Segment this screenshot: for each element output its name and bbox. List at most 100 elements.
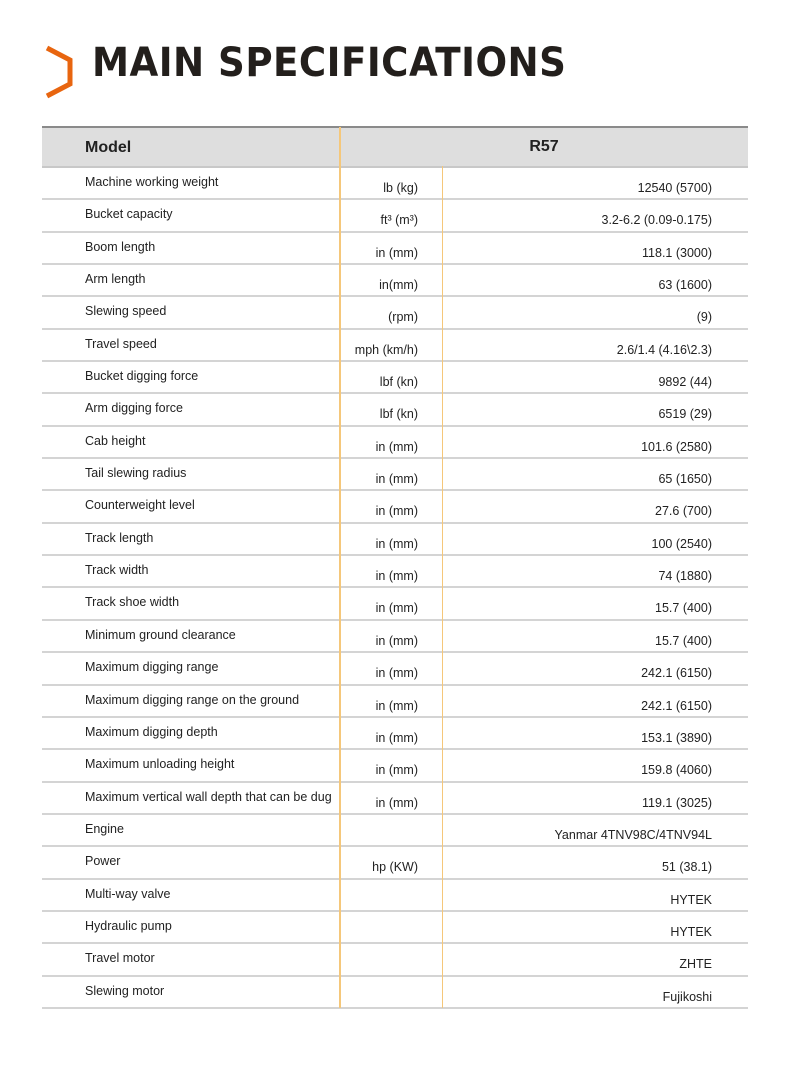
spec-label: Boom length xyxy=(85,239,156,254)
spec-value: 119.1 (3025) xyxy=(642,795,712,810)
spec-table: Model R57 Machine working weight lb (kg) 1… xyxy=(42,126,748,1009)
spec-value: 74 (1880) xyxy=(658,569,712,584)
spec-value: 15.7 (400) xyxy=(655,601,712,616)
table-row: Maximum unloading height in (mm) 159.8 (40… xyxy=(42,750,748,783)
spec-label: Counterweight level xyxy=(85,498,195,513)
spec-value: (9) xyxy=(696,310,712,325)
spec-value: 12540 (5700) xyxy=(637,181,712,195)
header-model-name: R57 xyxy=(529,138,559,155)
spec-label: Machine working weight xyxy=(85,175,219,189)
spec-unit: in (mm) xyxy=(375,472,418,487)
spec-label: Minimum ground clearance xyxy=(85,627,236,642)
spec-label: Maximum digging range xyxy=(85,660,219,675)
table-row: Maximum digging range in (mm) 242.1 (6150) xyxy=(42,653,748,686)
spec-value: 3.2-6.2 (0.09-0.175) xyxy=(601,213,713,228)
spec-value: 27.6 (700) xyxy=(655,504,712,519)
table-row: Tail slewing radius in (mm) 65 (1650) xyxy=(42,459,748,492)
spec-unit: mph (km/h) xyxy=(354,342,418,357)
spec-label: Maximum unloading height xyxy=(85,757,235,772)
table-row: Travel motor ZHTE xyxy=(42,944,748,977)
spec-label: Power xyxy=(85,854,121,869)
table-row: Engine Yanmar 4TNV98C/4TNV94L xyxy=(42,815,748,848)
spec-unit: hp (KW) xyxy=(372,860,418,875)
header-model-label: Model xyxy=(85,139,132,156)
spec-value: 2.6/1.4 (4.16\2.3) xyxy=(616,342,712,357)
table-row: Power hp (KW) 51 (38.1) xyxy=(42,847,748,880)
table-row: Boom length in (mm) 118.1 (3000) xyxy=(42,233,748,266)
spec-unit: in (mm) xyxy=(375,504,418,519)
spec-unit: in (mm) xyxy=(375,536,418,551)
spec-unit: in (mm) xyxy=(375,601,418,616)
spec-unit: (rpm) xyxy=(388,310,418,325)
spec-label: Hydraulic pump xyxy=(85,918,172,933)
table-row: Maximum digging range on the ground in (m… xyxy=(42,686,748,718)
spec-label: Cab height xyxy=(85,433,146,448)
spec-unit: in (mm) xyxy=(375,730,418,745)
table-row: Minimum ground clearance in (mm) 15.7 (400… xyxy=(42,621,748,654)
spec-value: ZHTE xyxy=(679,957,712,972)
spec-label: Maximum vertical wall depth that can be … xyxy=(85,789,332,804)
spec-value: 63 (1600) xyxy=(658,278,712,293)
table-row: Cab height in (mm) 101.6 (2580) xyxy=(42,427,748,460)
table-row: Machine working weight lb (kg) 12540 (5700… xyxy=(42,168,748,201)
spec-unit: lb (kg) xyxy=(383,181,418,195)
table-row: Maximum digging depth in (mm) 153.1 (3890) xyxy=(42,718,748,751)
spec-unit: lbf (kn) xyxy=(379,407,418,422)
spec-unit: ft³ (m³) xyxy=(380,213,418,228)
spec-label: Maximum digging depth xyxy=(85,724,218,739)
spec-unit: in (mm) xyxy=(375,763,418,778)
spec-unit: in (mm) xyxy=(375,633,418,648)
spec-label: Slewing motor xyxy=(85,983,165,998)
spec-value: 118.1 (3000) xyxy=(642,245,712,260)
spec-value: 159.8 (4060) xyxy=(641,763,712,778)
spec-unit: in (mm) xyxy=(375,439,418,454)
table-row: Slewing speed (rpm) (9) xyxy=(42,297,748,330)
table-row: Bucket digging force lbf (kn) 9892 (44) xyxy=(42,362,748,395)
spec-value: HYTEK xyxy=(670,924,712,939)
spec-value: HYTEK xyxy=(670,892,712,907)
column-divider xyxy=(442,166,443,1008)
spec-value: 101.6 (2580) xyxy=(641,439,712,454)
spec-value: 153.1 (3890) xyxy=(641,730,712,745)
table-row: Track width in (mm) 74 (1880) xyxy=(42,556,748,589)
table-row: Arm digging force lbf (kn) 6519 (29) xyxy=(42,394,748,427)
spec-value: 242.1 (6150) xyxy=(641,698,712,713)
spec-unit: lbf (kn) xyxy=(379,375,418,390)
column-divider xyxy=(339,127,341,1008)
table-header: Model R57 xyxy=(42,128,748,168)
spec-label: Travel speed xyxy=(85,336,157,351)
spec-unit: in(mm) xyxy=(379,278,418,293)
spec-label: Arm digging force xyxy=(85,401,183,416)
spec-label: Tail slewing radius xyxy=(85,466,187,481)
spec-label: Slewing speed xyxy=(85,304,167,319)
spec-unit: in (mm) xyxy=(375,245,418,260)
spec-label: Multi-way valve xyxy=(85,886,171,901)
spec-unit: in (mm) xyxy=(375,795,418,810)
table-row: Slewing motor Fujikoshi xyxy=(42,977,748,1009)
table-row: Maximum vertical wall depth that can be … xyxy=(42,783,748,815)
table-row: Travel speed mph (km/h) 2.6/1.4 (4.16\2.3) xyxy=(42,330,748,363)
spec-label: Maximum digging range on the ground xyxy=(85,692,300,707)
spec-value: 65 (1650) xyxy=(658,472,712,487)
table-row: Arm length in(mm) 63 (1600) xyxy=(42,265,748,298)
table-row: Bucket capacity ft³ (m³) 3.2-6.2 (0.09-0.1… xyxy=(42,200,748,233)
spec-value: Fujikoshi xyxy=(662,989,712,1004)
spec-unit: in (mm) xyxy=(375,569,418,584)
spec-value: 100 (2540) xyxy=(651,536,712,551)
spec-label: Travel motor xyxy=(85,951,155,966)
table-row: Counterweight level in (mm) 27.6 (700) xyxy=(42,491,748,524)
spec-label: Bucket capacity xyxy=(85,207,173,222)
spec-label: Bucket digging force xyxy=(85,369,199,384)
spec-value: 51 (38.1) xyxy=(661,860,712,875)
chevron-right-icon xyxy=(45,45,73,99)
spec-value: 9892 (44) xyxy=(658,375,712,390)
spec-label: Engine xyxy=(85,821,124,836)
spec-value: 6519 (29) xyxy=(658,407,712,422)
spec-unit: in (mm) xyxy=(375,666,418,681)
table-row: Hydraulic pump HYTEK xyxy=(42,912,748,945)
spec-label: Track length xyxy=(85,530,154,545)
spec-label: Track shoe width xyxy=(85,595,180,610)
spec-value: Yanmar 4TNV98C/4TNV94L xyxy=(554,827,712,842)
spec-value: 15.7 (400) xyxy=(655,633,712,648)
page-title: MAIN SPECIFICATIONS xyxy=(92,40,567,86)
